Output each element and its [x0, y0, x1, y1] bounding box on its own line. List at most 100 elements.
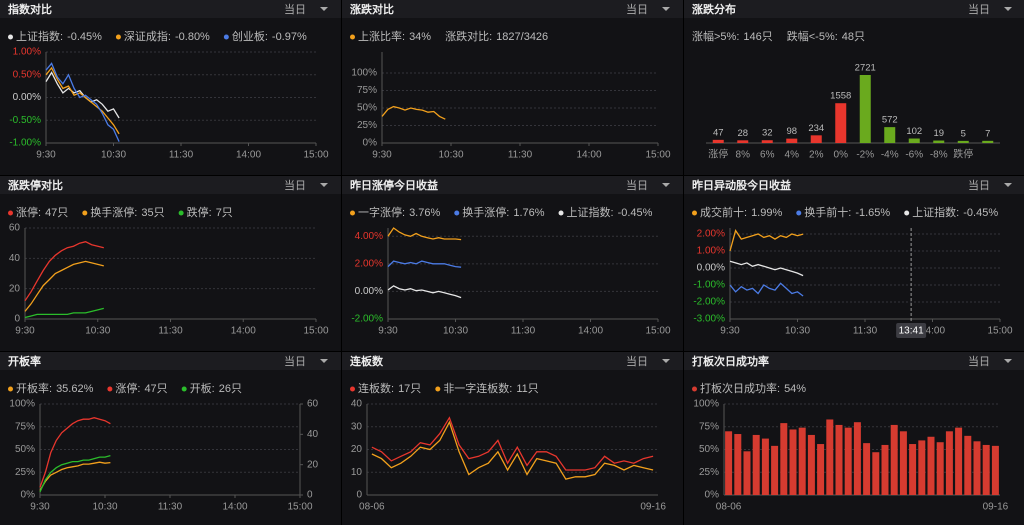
series-line	[729, 282, 804, 297]
y-tick-label: 0.00%	[355, 286, 383, 297]
range-selector[interactable]: 当日	[284, 178, 306, 192]
y-tick-label: -0.50%	[9, 115, 41, 126]
bar	[817, 444, 825, 495]
dropdown-arrow[interactable]	[1004, 359, 1012, 363]
y2-tick-label: 20	[307, 459, 319, 470]
series-line	[39, 461, 111, 491]
legend-value: 1827	[496, 31, 520, 43]
dropdown-arrow[interactable]	[320, 7, 328, 11]
legend-dot	[223, 34, 229, 40]
series-line	[729, 260, 804, 277]
dropdown-arrow[interactable]	[662, 183, 670, 187]
legend-value: -0.45%	[618, 207, 653, 219]
range-selector[interactable]: 当日	[968, 2, 990, 16]
header-bar	[342, 352, 683, 370]
y-tick-label: -1.00%	[9, 138, 41, 149]
x-tick-label: 09-16	[983, 502, 1009, 513]
value-label: 234	[808, 123, 824, 134]
legend-value: 48只	[842, 31, 865, 43]
y-tick-label: 75%	[15, 421, 35, 432]
x-tick-label: -2%	[856, 150, 874, 161]
series-line	[45, 66, 120, 135]
range-selector[interactable]: 当日	[626, 354, 648, 368]
x-tick-label: 10:30	[85, 326, 110, 337]
legend-dot	[904, 210, 910, 216]
x-tick-label: 8%	[736, 150, 751, 161]
dropdown-arrow[interactable]	[320, 183, 328, 187]
series-line	[45, 71, 120, 119]
panel: 涨跌停对比 当日 涨停: 47只 换手涨停: 35只 跌停: 7只 60 40 20 0 9:30 10:…	[0, 176, 341, 351]
legend-dot	[692, 386, 697, 392]
x-tick-label: 9:30	[36, 150, 56, 161]
dropdown-arrow[interactable]	[662, 7, 670, 11]
legend-label: 打板次日成功率:	[700, 381, 780, 395]
y-tick-label: 30	[351, 421, 363, 432]
bar	[853, 422, 861, 495]
range-selector[interactable]: 当日	[626, 178, 648, 192]
panel-title: 昨日异动股今日收益	[692, 178, 791, 192]
bar	[844, 427, 852, 495]
bar	[780, 423, 788, 495]
y2-tick-label: 0	[307, 490, 313, 501]
series-line	[387, 227, 462, 241]
header-bar	[0, 352, 341, 370]
range-selector[interactable]: 当日	[968, 354, 990, 368]
series-line	[24, 260, 104, 312]
dropdown-arrow[interactable]	[1004, 183, 1012, 187]
y-tick-label: 100%	[693, 399, 719, 410]
range-selector[interactable]: 当日	[968, 178, 990, 192]
bar	[810, 135, 822, 143]
panel-title: 连板数	[350, 354, 384, 368]
legend-label: 跌停:	[187, 205, 212, 219]
bar	[752, 434, 760, 495]
legend-dot	[8, 386, 13, 392]
value-label: 102	[906, 126, 922, 137]
dropdown-arrow[interactable]	[1004, 7, 1012, 11]
y-tick-label: 0.50%	[13, 69, 41, 80]
range-selector[interactable]: 当日	[284, 354, 306, 368]
bar	[712, 139, 724, 143]
range-selector[interactable]: 当日	[284, 2, 306, 16]
dropdown-arrow[interactable]	[662, 359, 670, 363]
y-tick-label: 0	[356, 490, 362, 501]
legend-value: 35.62%	[56, 383, 94, 395]
value-label: 5	[961, 128, 966, 139]
legend-dot	[435, 386, 441, 392]
series-line	[24, 307, 104, 319]
y-tick-label: 50%	[15, 444, 35, 455]
panel: 连板数 当日 连板数: 17只 非一字连板数: 11只 40 30 20 10 0 08-06 09-1…	[342, 352, 683, 525]
bar	[859, 75, 871, 143]
y-tick-label: 75%	[699, 421, 719, 432]
panel: 昨日涨停今日收益 当日 一字涨停: 3.76% 换手涨停: 1.76% 上证指数: -0.45…	[342, 176, 683, 351]
bar	[936, 442, 944, 495]
y-tick-label: 50%	[699, 444, 719, 455]
value-label: 19	[933, 128, 944, 139]
header-bar	[0, 176, 341, 194]
panel-title: 涨跌停对比	[8, 178, 63, 192]
legend-dot	[178, 210, 184, 216]
x-tick-label: 15:00	[303, 326, 328, 337]
range-selector[interactable]: 当日	[626, 2, 648, 16]
legend-dot	[181, 386, 187, 392]
x-tick-label: 09-16	[640, 502, 666, 513]
x-tick-label: 11:30	[169, 150, 194, 161]
panel: 指数对比 当日 上证指数: -0.45% 深证成指: -0.80% 创业板: -0.97% 1.…	[0, 0, 341, 175]
legend-label: 开板:	[190, 381, 215, 395]
dropdown-arrow[interactable]	[320, 359, 328, 363]
legend-value: -0.45%	[67, 31, 102, 43]
x-tick-label: 10:30	[92, 502, 117, 513]
bar	[789, 429, 797, 495]
y-tick-label: 25%	[699, 467, 719, 478]
panel-title: 开板率	[8, 354, 41, 368]
bar	[899, 431, 907, 495]
value-label: 28	[737, 128, 748, 139]
x-tick-label: 涨停	[708, 148, 728, 161]
y2-tick-label: 40	[307, 429, 319, 440]
x-tick-label: 跌停	[953, 148, 973, 161]
y-tick-label: 4.00%	[355, 231, 383, 242]
y-tick-label: 75%	[357, 85, 377, 96]
